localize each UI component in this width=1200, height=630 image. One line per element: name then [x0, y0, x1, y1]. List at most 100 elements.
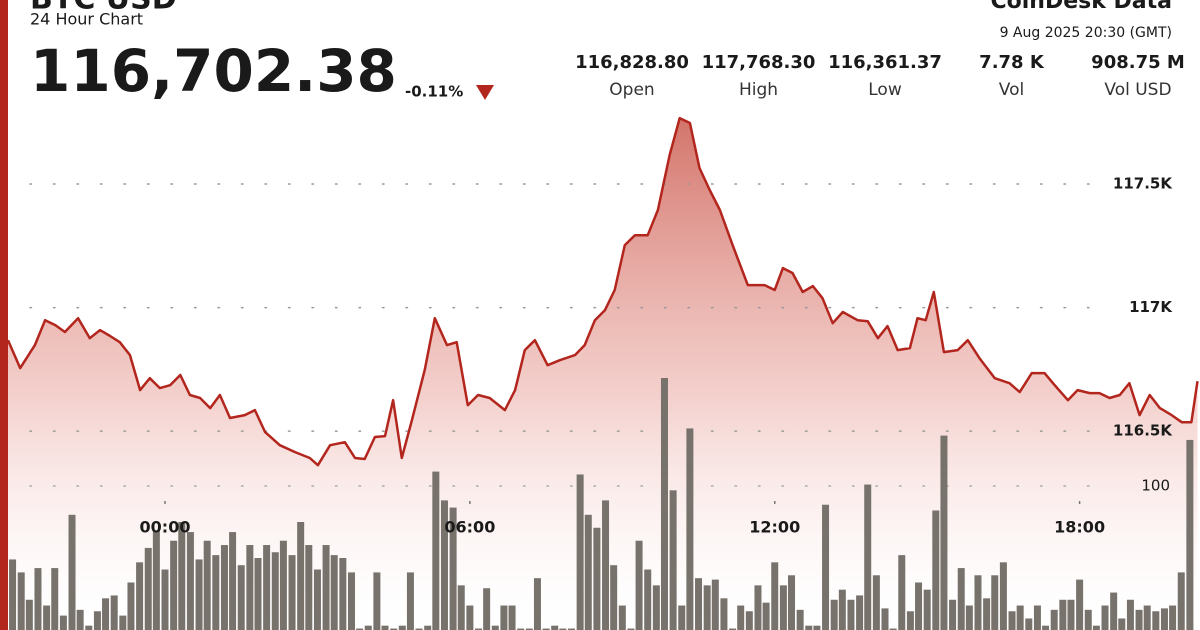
volume-bar: [406, 572, 414, 630]
volume-bar: [1101, 605, 1109, 630]
volume-bar: [1025, 618, 1033, 630]
volume-bar: [932, 510, 940, 630]
volume-bar: [881, 608, 889, 630]
volume-bar: [34, 568, 42, 630]
volume-bar: [610, 565, 618, 630]
volume-bar: [144, 547, 152, 630]
volume-bar: [1143, 605, 1151, 630]
volume-bar: [415, 628, 423, 630]
volume-bar: [288, 555, 296, 630]
volume-bar: [263, 545, 271, 630]
volume-bar: [373, 572, 381, 630]
volume-bar: [669, 490, 677, 630]
stat-label: Vol USD: [1104, 80, 1171, 100]
volume-bar: [390, 628, 398, 630]
price-line: [6, 116, 1199, 467]
brand: CoinDesk Data: [991, 0, 1173, 14]
volume-bar: [440, 500, 448, 630]
volume-bar: [59, 615, 67, 630]
volume-bar: [9, 559, 17, 630]
volume-bar: [152, 530, 160, 630]
volume-bar: [856, 595, 864, 630]
volume-bar: [711, 579, 719, 630]
volume-bar: [678, 605, 686, 630]
volume-bar: [1169, 605, 1177, 630]
volume-bar: [237, 565, 245, 630]
volume-bar: [1126, 599, 1134, 630]
volume-bar: [339, 558, 347, 630]
volume-bar: [43, 605, 51, 630]
accent-bar: [0, 0, 8, 630]
volume-bar: [1118, 618, 1126, 630]
volume-bar: [551, 625, 559, 630]
volume-bar: [457, 585, 465, 630]
volume-bar: [983, 598, 991, 630]
volume-bar: [432, 471, 440, 630]
volume-bar: [136, 562, 144, 630]
volume-bar: [347, 572, 355, 630]
volume-bar: [1110, 592, 1118, 630]
down-arrow: [476, 85, 494, 100]
volume-bar: [195, 559, 203, 630]
volume-bar: [838, 589, 846, 630]
volume-bar: [68, 514, 76, 630]
volume-bar: [813, 625, 821, 630]
volume-bar: [170, 540, 178, 630]
volume-bar: [576, 474, 584, 630]
stat-value: 908.75 M: [1091, 52, 1185, 73]
volume-bar: [186, 532, 194, 630]
volume-bar: [602, 500, 610, 630]
volume-bar: [805, 625, 813, 630]
x-tick-label: 00:00: [140, 518, 191, 537]
stat-value: 117,768.30: [702, 52, 816, 73]
volume-bar: [178, 522, 186, 630]
volume-bar: [297, 522, 305, 630]
volume-bar: [491, 625, 499, 630]
timestamp: 9 Aug 2025 20:30 (GMT): [1000, 25, 1172, 41]
stat-label: Low: [868, 80, 902, 100]
volume-bar: [822, 504, 830, 630]
volume-bar: [356, 628, 364, 630]
current-price: 116,702.38: [30, 37, 397, 105]
volume-bar: [305, 545, 313, 630]
volume-bar: [1186, 439, 1194, 630]
volume-bar: [212, 555, 220, 630]
volume-bar: [686, 428, 694, 630]
x-tick-label: 06:00: [444, 518, 495, 537]
volume-bar: [915, 582, 923, 630]
volume-bar: [1092, 625, 1100, 630]
volume-bar: [703, 585, 711, 630]
volume-bar: [779, 585, 787, 630]
volume-bar: [559, 628, 567, 630]
volume-bar: [729, 628, 737, 630]
volume-bar: [1042, 625, 1050, 630]
y-tick-label: 117K: [1129, 298, 1173, 316]
volume-bar: [229, 532, 237, 630]
volume-bar: [424, 625, 432, 630]
volume-bar: [652, 585, 660, 630]
volume-bar: [889, 628, 897, 630]
volume-bar: [1016, 605, 1024, 630]
volume-bar: [1135, 609, 1143, 630]
volume-bar: [906, 611, 914, 630]
volume-bar: [618, 605, 626, 630]
price-change: -0.11%: [405, 83, 463, 101]
volume-bar: [542, 628, 550, 630]
volume-bar: [567, 628, 575, 630]
volume-bar: [957, 568, 965, 630]
volume-bar: [864, 484, 872, 630]
volume-bar: [771, 562, 779, 630]
volume-bar: [949, 599, 957, 630]
volume-bar: [500, 605, 508, 630]
y-tick-label: 117.5K: [1113, 175, 1173, 193]
volume-bar: [584, 514, 592, 630]
volume-bar: [796, 609, 804, 630]
volume-bar: [695, 578, 703, 630]
volume-bar: [85, 625, 93, 630]
volume-bar: [93, 611, 101, 630]
volume-bar: [898, 555, 906, 630]
volume-bar: [475, 628, 483, 630]
volume-bar: [127, 582, 135, 630]
volume-bar: [220, 545, 228, 630]
